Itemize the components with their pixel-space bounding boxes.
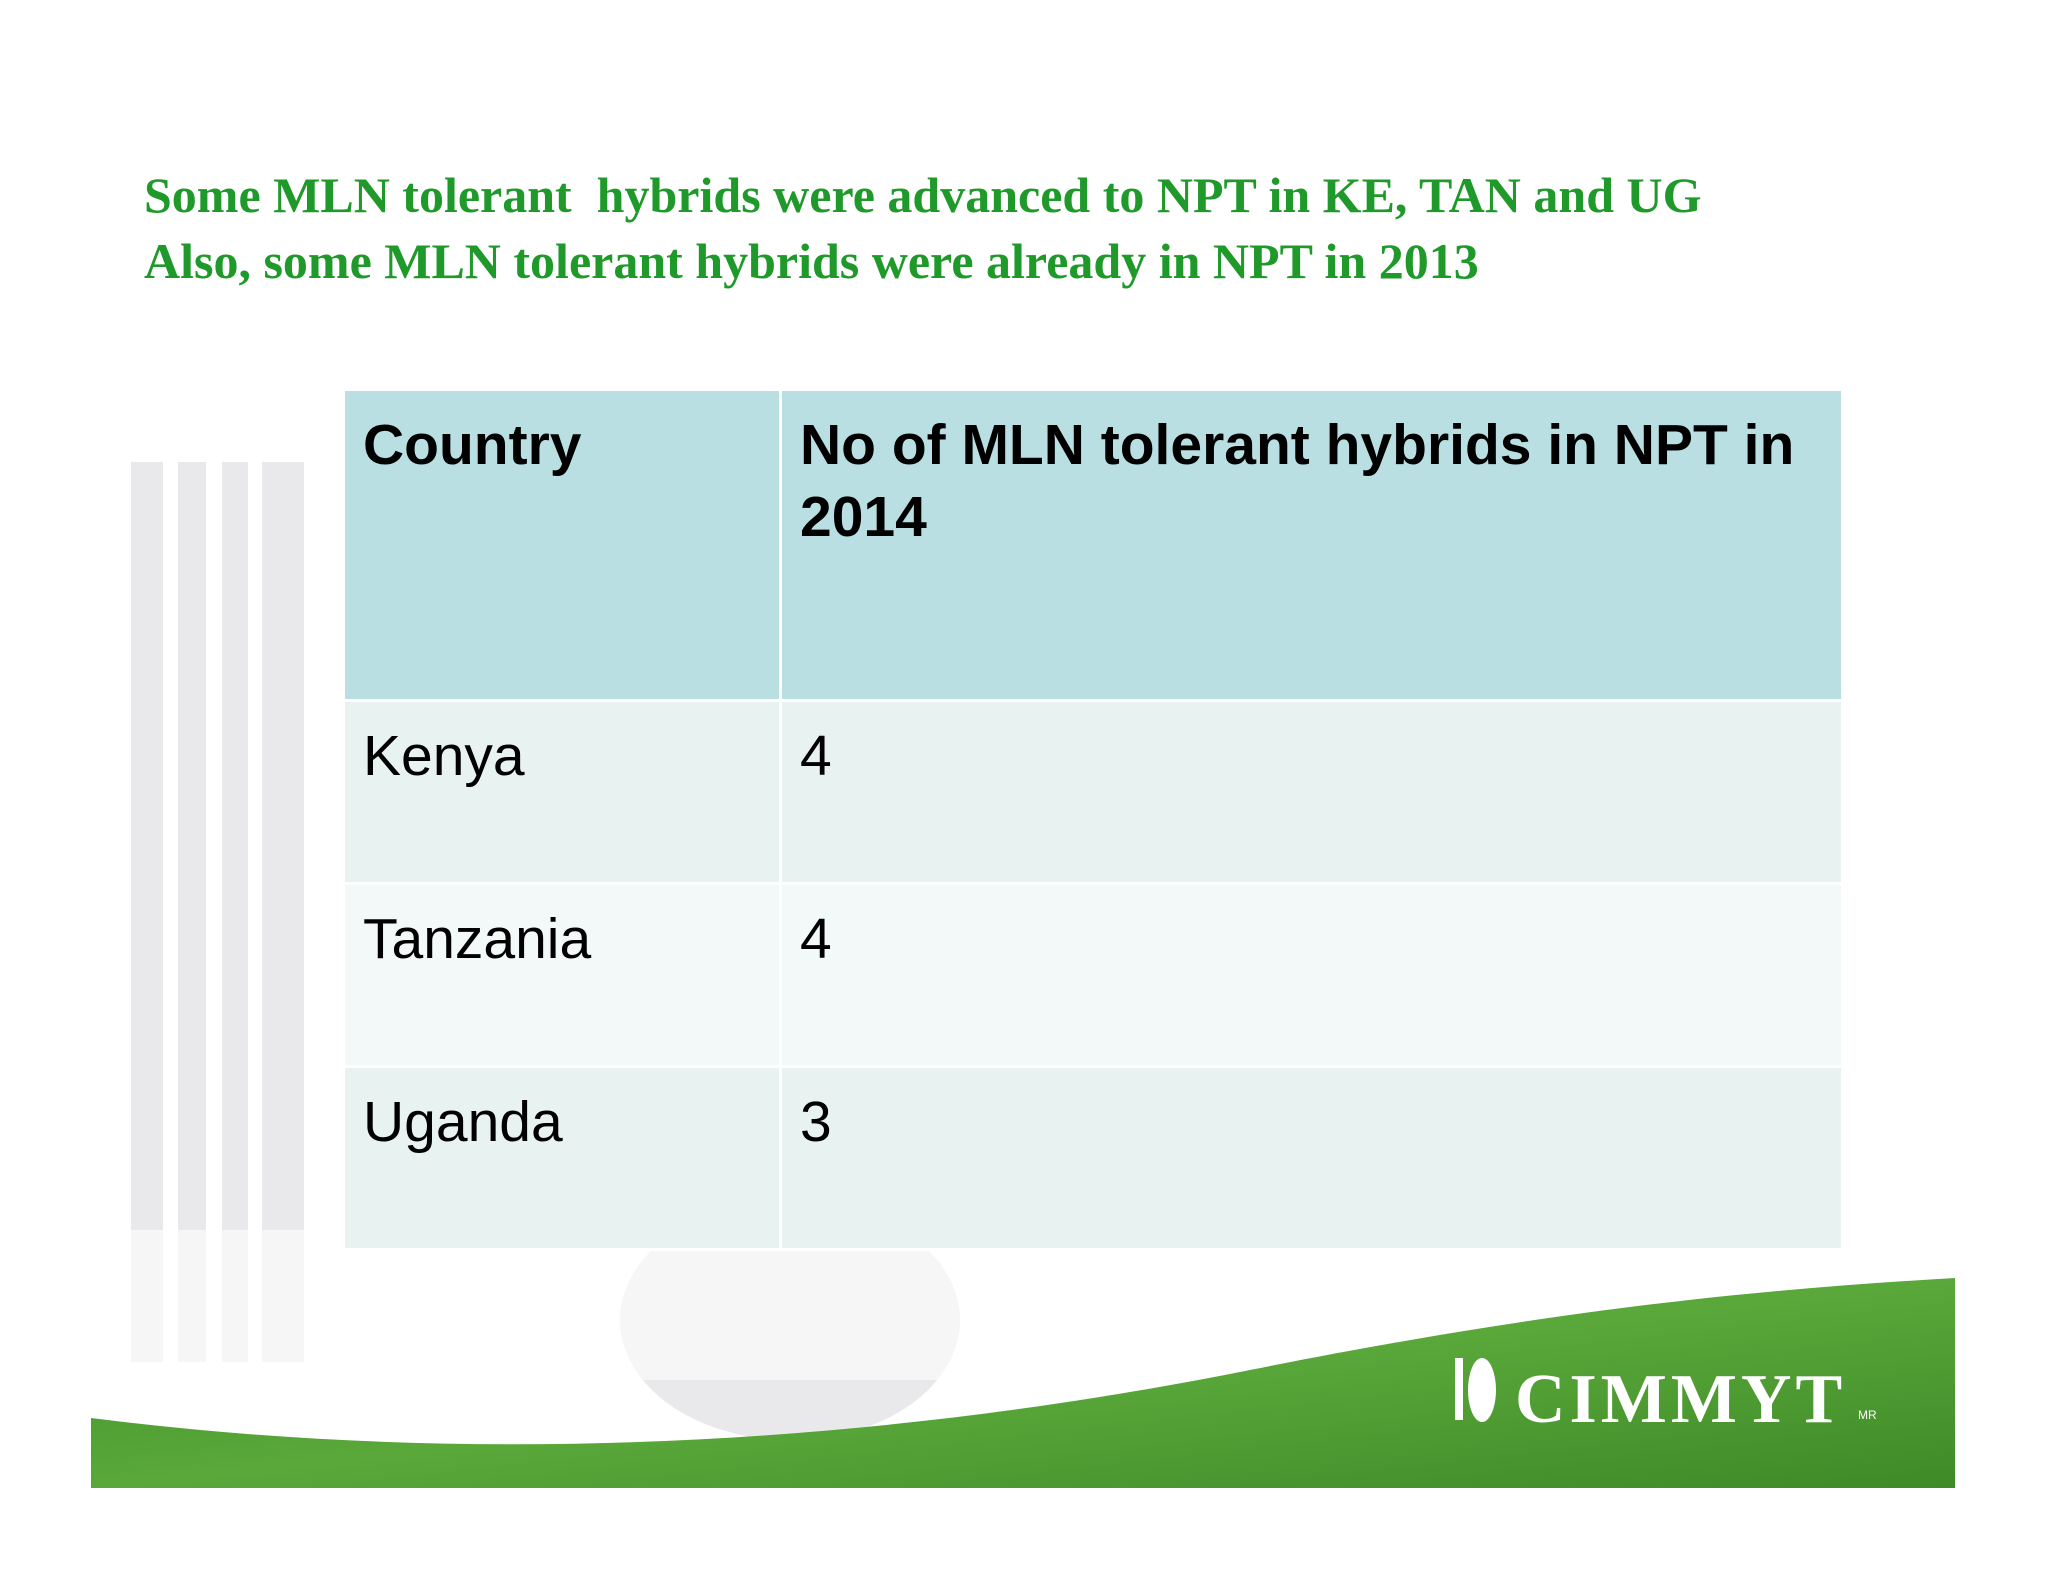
header-row: Country No of MLN tolerant hybrids in NP… <box>342 388 1844 702</box>
header-cell: No of MLN tolerant hybrids in NPT in 201… <box>779 388 1844 702</box>
logo-icon <box>1455 1358 1496 1422</box>
row: Uganda 3 <box>342 1065 1844 1251</box>
title-line: Some MLN tolerant hybrids were advanced … <box>144 167 1702 223</box>
logo: CIMMYT <box>1515 1361 1847 1438</box>
table: Country No of MLN tolerant hybrids in NP… <box>342 388 1844 1251</box>
cell: Tanzania <box>342 882 782 1068</box>
title: Some MLN tolerant hybrids were advanced … <box>144 162 1702 294</box>
logo-mark: MR <box>1858 1408 1877 1422</box>
title-line: Also, some MLN tolerant hybrids were alr… <box>144 233 1479 289</box>
row: Tanzania 4 <box>342 882 1844 1068</box>
row: Kenya 4 <box>342 699 1844 885</box>
cell: 3 <box>779 1065 1844 1251</box>
cell: 4 <box>779 882 1844 1068</box>
cell: Kenya <box>342 699 782 885</box>
cell: Uganda <box>342 1065 782 1251</box>
header-cell: Country <box>342 388 782 702</box>
cell: 4 <box>779 699 1844 885</box>
green-wave <box>91 1278 1955 1488</box>
